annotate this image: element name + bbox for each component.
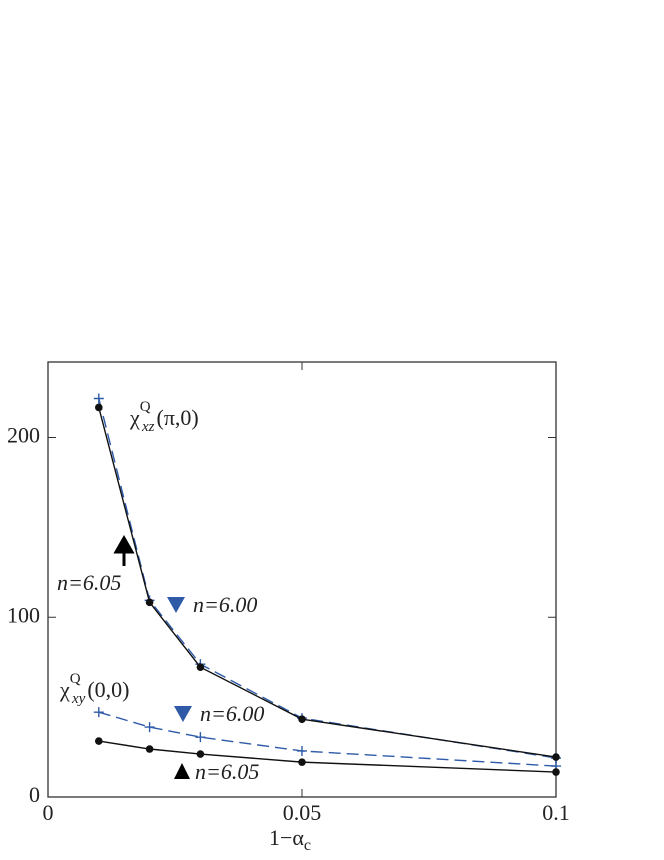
point [298, 758, 306, 766]
annotation: n=6.05 [57, 570, 121, 595]
point [196, 750, 205, 758]
x-label-main: 1−α [269, 825, 304, 850]
series-line [98, 711, 557, 767]
y-tick-label: 200 [7, 423, 40, 448]
point [552, 768, 560, 776]
annotation: n=6.00 [200, 701, 264, 726]
y-tick-label: 0 [29, 782, 40, 807]
arrow [167, 597, 185, 613]
annotation: χQ xy(0,0) [59, 671, 129, 707]
point [95, 403, 103, 412]
point [145, 598, 154, 607]
annotation-sub: xz [141, 419, 155, 435]
annotation: χQ xz(π,0) [129, 399, 199, 435]
point [297, 745, 307, 756]
annotation-sup: Q [140, 399, 151, 415]
annotation: n=6.00 [193, 592, 257, 617]
point [298, 715, 306, 723]
x-tick-label: 0.05 [283, 800, 322, 825]
annotation-symbol: χ [59, 677, 70, 702]
plot-frame [47, 361, 557, 798]
x-tick-label: 0 [43, 800, 54, 825]
annotation-arg: (π,0) [157, 405, 199, 430]
point [93, 707, 104, 718]
y-tick-label: 100 [7, 602, 40, 627]
arrow [174, 763, 190, 779]
point [93, 393, 104, 404]
annotation: n=6.05 [195, 759, 259, 784]
series-line [98, 398, 557, 759]
point [196, 663, 205, 672]
series-line [98, 740, 557, 773]
x-axis-label: 1−αc [269, 825, 311, 854]
arrow [113, 534, 135, 566]
annotation-symbol: χ [129, 405, 140, 430]
point [144, 722, 155, 733]
point [552, 753, 560, 761]
arrow [174, 706, 192, 722]
point [95, 737, 103, 745]
annotation-sub: xy [71, 691, 86, 707]
x-label-sub: c [304, 837, 311, 854]
x-tick-label: 0.1 [542, 800, 570, 825]
annotation-arg: (0,0) [87, 677, 129, 702]
series-line [98, 407, 557, 758]
point [145, 745, 154, 753]
annotation-sup: Q [70, 671, 81, 687]
point [195, 732, 206, 743]
